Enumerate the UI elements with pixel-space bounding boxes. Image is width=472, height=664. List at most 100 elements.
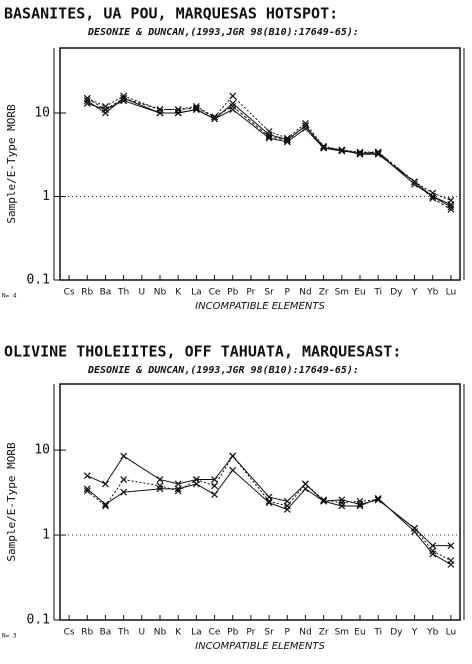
series-segment	[214, 469, 234, 495]
data-point	[120, 94, 128, 102]
x-tick-label: Sr	[264, 288, 274, 298]
data-point	[356, 149, 364, 157]
series-segment	[432, 192, 452, 201]
x-tick-label: Eu	[354, 288, 365, 298]
series-segment	[432, 550, 452, 562]
x-tick-label: Ti	[373, 288, 382, 298]
x-tick-label: Pb	[227, 288, 238, 298]
x-tick-label: Pr	[246, 288, 255, 298]
series-segment	[323, 145, 342, 151]
x-tick-label: Y	[411, 288, 418, 298]
x-tick-label: Ba	[100, 628, 112, 638]
series-segment	[268, 137, 288, 143]
x-tick-label: Ce	[209, 288, 221, 298]
series-segment	[87, 475, 106, 485]
series-segment	[377, 152, 415, 185]
series-segment	[214, 109, 233, 120]
series-segment	[196, 107, 215, 118]
series-segment	[305, 123, 325, 147]
series-segment	[178, 483, 197, 490]
series-segment	[268, 134, 288, 141]
x-tick-label: La	[191, 628, 202, 638]
data-point	[83, 94, 91, 102]
chart-subtitle: DESONIE & DUNCAN,(1993,JGR 98(B10):17649…	[87, 27, 359, 38]
data-point	[320, 143, 328, 151]
data-point	[320, 497, 328, 505]
y-tick-label: 0.1	[27, 273, 50, 288]
x-tick-label: Dy	[390, 628, 403, 638]
x-tick-label: Zr	[319, 628, 329, 638]
x-tick-label: Cs	[64, 288, 75, 298]
x-tick-label: Pr	[246, 628, 255, 638]
data-point	[83, 100, 91, 107]
data-point	[447, 542, 455, 550]
series-segment	[232, 109, 270, 139]
x-tick-label: Sm	[335, 628, 349, 638]
series-segment	[105, 491, 124, 505]
series-segment	[268, 136, 288, 141]
data-point	[429, 193, 437, 200]
x-tick-label: Sm	[335, 288, 349, 298]
x-tick-label: K	[175, 628, 182, 638]
series-segment	[87, 97, 106, 107]
series-segment	[123, 455, 161, 480]
data-point	[211, 113, 218, 121]
series-segment	[286, 488, 306, 510]
data-point	[338, 496, 346, 504]
x-tick-label: P	[285, 628, 291, 638]
data-point	[229, 92, 237, 100]
x-tick-label: Lu	[446, 628, 457, 638]
series-segment	[432, 197, 452, 210]
series-segment	[214, 95, 234, 118]
series-segment	[214, 455, 234, 487]
series-segment	[159, 479, 179, 485]
series-segment	[377, 498, 415, 532]
series-segment	[232, 103, 270, 136]
x-tick-label: Nd	[299, 628, 311, 638]
x-tick-label: Th	[117, 288, 129, 298]
chart-subtitle: DESONIE & DUNCAN,(1993,JGR 98(B10):17649…	[87, 365, 359, 376]
data-point	[320, 144, 328, 152]
x-axis-label: INCOMPATIBLE ELEMENTS	[195, 301, 325, 312]
series-segment	[286, 125, 306, 141]
x-tick-label: Eu	[354, 628, 365, 638]
data-point	[120, 488, 128, 496]
x-tick-label: U	[139, 628, 146, 638]
series-segment	[123, 488, 161, 493]
series-segment	[232, 105, 270, 138]
series-segment	[123, 97, 161, 111]
y-tick-label: 0.1	[27, 613, 50, 628]
x-tick-label: K	[175, 288, 182, 298]
x-tick-label: Ce	[209, 628, 221, 638]
series-segment	[87, 102, 106, 111]
plot-frame	[59, 383, 461, 621]
series-segment	[232, 95, 270, 132]
data-point	[83, 97, 91, 105]
series-segment	[414, 528, 434, 552]
series-segment	[214, 105, 233, 118]
series-segment	[232, 455, 270, 502]
data-point	[411, 180, 418, 188]
series-segment	[123, 479, 161, 487]
y-tick-label: 1	[42, 189, 50, 204]
data-point	[120, 452, 128, 460]
series-segment	[323, 499, 342, 504]
plot-frame	[59, 47, 461, 281]
y-tick-label: 1	[42, 528, 50, 543]
series-segment	[377, 151, 415, 183]
data-point	[338, 502, 346, 510]
series-segment	[268, 496, 288, 502]
data-point	[83, 487, 91, 495]
x-tick-label: Rb	[81, 628, 93, 638]
series-segment	[105, 100, 124, 110]
series-segment	[323, 146, 342, 151]
x-tick-label: Ba	[100, 288, 112, 298]
x-axis-label: INCOMPATIBLE ELEMENTS	[195, 641, 325, 652]
x-tick-label: Th	[117, 628, 129, 638]
series-segment	[196, 483, 215, 495]
x-tick-label: Zr	[319, 288, 329, 298]
x-tick-label: P	[285, 288, 291, 298]
x-tick-label: Nb	[154, 628, 167, 638]
series-segment	[432, 196, 452, 206]
